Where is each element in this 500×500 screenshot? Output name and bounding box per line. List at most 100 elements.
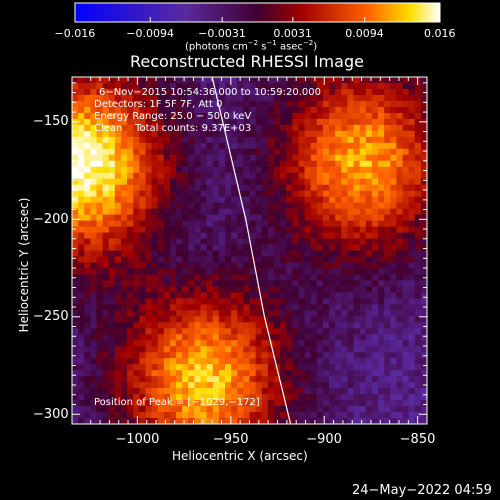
- heatmap-cell: [139, 412, 147, 419]
- heatmap-cell: [255, 310, 263, 317]
- y-tick-label: −200: [33, 211, 69, 227]
- heatmap-cell: [371, 166, 379, 174]
- heatmap-cell: [249, 112, 257, 120]
- heatmap-cell: [408, 412, 416, 419]
- heatmap-cell: [188, 166, 196, 174]
- heatmap-cell: [127, 394, 134, 401]
- heatmap-cell: [408, 376, 416, 383]
- heatmap-cell: [359, 232, 367, 240]
- heatmap-cell: [298, 328, 306, 335]
- heatmap-cell: [310, 196, 318, 204]
- heatmap-cell: [194, 94, 202, 102]
- heatmap-cell: [151, 250, 159, 258]
- heatmap-cell: [365, 406, 373, 413]
- heatmap-cell: [145, 310, 153, 317]
- heatmap-cell: [139, 286, 147, 293]
- heatmap-cell: [157, 262, 165, 270]
- heatmap-cell: [243, 214, 251, 222]
- heatmap-cell: [188, 418, 196, 424]
- heatmap-cell: [371, 382, 379, 389]
- heatmap-cell: [316, 94, 324, 102]
- heatmap-cell: [231, 322, 238, 329]
- heatmap-cell: [96, 376, 104, 383]
- heatmap-cell: [365, 418, 373, 424]
- heatmap-cell: [231, 130, 238, 138]
- heatmap-cell: [84, 226, 91, 234]
- heatmap-cell: [212, 370, 220, 377]
- heatmap-cell: [390, 334, 397, 341]
- heatmap-cell: [298, 184, 306, 192]
- heatmap-cell: [402, 154, 410, 162]
- heatmap-cell: [341, 286, 349, 293]
- heatmap-cell: [188, 94, 196, 102]
- heatmap-cell: [273, 316, 281, 323]
- heatmap-cell: [176, 400, 183, 407]
- heatmap-cell: [353, 358, 361, 365]
- heatmap-cell: [120, 148, 128, 156]
- heatmap-cell: [188, 340, 196, 347]
- heatmap-cell: [384, 82, 391, 90]
- heatmap-cell: [408, 310, 416, 317]
- heatmap-cell: [396, 160, 404, 168]
- heatmap-cell: [249, 298, 257, 305]
- heatmap-cell: [169, 130, 177, 138]
- heatmap-cell: [206, 184, 214, 192]
- heatmap-cell: [206, 166, 214, 174]
- heatmap-cell: [396, 166, 404, 174]
- heatmap-cell: [169, 298, 177, 305]
- heatmap-cell: [316, 100, 324, 108]
- heatmap-cell: [408, 184, 416, 192]
- heatmap-cell: [273, 274, 281, 282]
- heatmap-cell: [72, 250, 79, 258]
- heatmap-cell: [237, 298, 244, 305]
- heatmap-cell: [218, 322, 226, 329]
- heatmap-cell: [420, 172, 427, 180]
- heatmap-cell: [286, 118, 293, 126]
- heatmap-cell: [304, 190, 312, 198]
- heatmap-cell: [249, 418, 257, 424]
- heatmap-cell: [120, 82, 128, 90]
- heatmap-cell: [341, 238, 349, 246]
- heatmap-cell: [243, 160, 251, 168]
- heatmap-cell: [139, 130, 147, 138]
- heatmap-cell: [237, 154, 244, 162]
- heatmap-cell: [145, 172, 153, 180]
- heatmap-cell: [72, 214, 79, 222]
- heatmap-cell: [206, 286, 214, 293]
- heatmap-cell: [273, 238, 281, 246]
- heatmap-cell: [212, 100, 220, 108]
- heatmap-cell: [359, 166, 367, 174]
- colorbar-tick-label: −0.0031: [198, 27, 246, 40]
- heatmap-cell: [120, 268, 128, 276]
- heatmap-cell: [396, 130, 404, 138]
- heatmap-cell: [396, 112, 404, 120]
- heatmap-cell: [120, 274, 128, 282]
- heatmap-cell: [384, 106, 391, 114]
- heatmap-cell: [359, 268, 367, 276]
- heatmap-cell: [322, 226, 330, 234]
- heatmap-cell: [84, 196, 91, 204]
- heatmap-cell: [102, 184, 110, 192]
- heatmap-cell: [292, 130, 300, 138]
- heatmap-cell: [114, 238, 122, 246]
- heatmap-cell: [353, 232, 361, 240]
- heatmap-cell: [341, 226, 349, 234]
- heatmap-cell: [420, 214, 427, 222]
- heatmap-cell: [396, 334, 404, 341]
- heatmap-cell: [249, 286, 257, 293]
- heatmap-cell: [200, 190, 208, 198]
- heatmap-cell: [292, 220, 300, 228]
- heatmap-cell: [396, 346, 404, 353]
- heatmap-cell: [408, 316, 416, 323]
- heatmap-cell: [408, 232, 416, 240]
- heatmap-cell: [127, 77, 134, 84]
- heatmap-cell: [316, 370, 324, 377]
- heatmap-cell: [90, 358, 98, 365]
- heatmap-cell: [414, 184, 422, 192]
- heatmap-cell: [188, 376, 196, 383]
- heatmap-cell: [322, 370, 330, 377]
- heatmap-cell: [408, 136, 416, 144]
- heatmap-cell: [231, 328, 238, 335]
- heatmap-cell: [102, 346, 110, 353]
- heatmap-cell: [298, 286, 306, 293]
